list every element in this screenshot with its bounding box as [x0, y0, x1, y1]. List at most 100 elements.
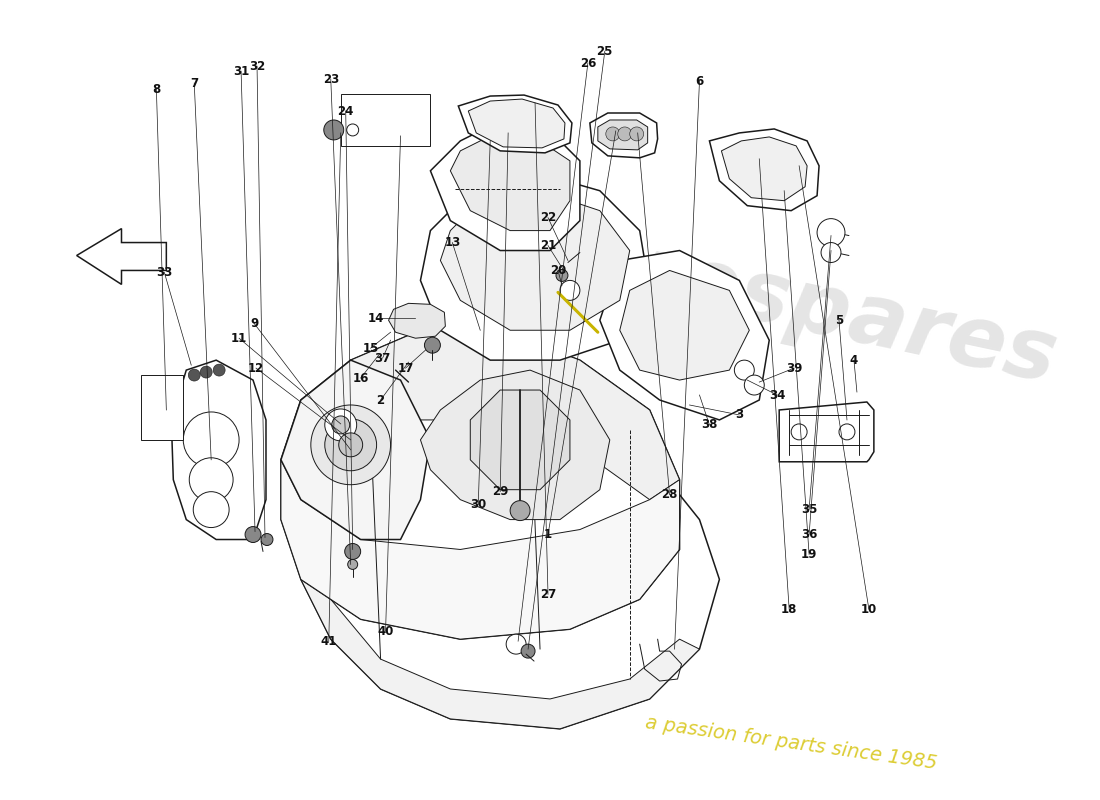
- Text: 29: 29: [492, 485, 508, 498]
- Circle shape: [521, 644, 535, 658]
- Text: 33: 33: [156, 266, 173, 279]
- Text: 12: 12: [248, 362, 264, 374]
- Text: 26: 26: [580, 57, 596, 70]
- Text: 35: 35: [801, 503, 817, 516]
- Circle shape: [323, 120, 343, 140]
- Circle shape: [188, 369, 200, 381]
- Text: 19: 19: [801, 548, 817, 561]
- Text: 34: 34: [769, 389, 785, 402]
- Text: 39: 39: [786, 362, 802, 374]
- Circle shape: [245, 526, 261, 542]
- Circle shape: [311, 405, 390, 485]
- Circle shape: [348, 559, 358, 570]
- Bar: [341, 94, 430, 146]
- Text: 1: 1: [543, 528, 552, 541]
- Text: 30: 30: [470, 498, 486, 511]
- Circle shape: [560, 281, 580, 300]
- Polygon shape: [172, 360, 266, 539]
- Text: 8: 8: [152, 82, 161, 95]
- Text: 37: 37: [374, 352, 390, 365]
- Text: 23: 23: [322, 73, 339, 86]
- Polygon shape: [597, 120, 648, 150]
- Circle shape: [629, 127, 644, 141]
- Circle shape: [194, 492, 229, 527]
- Text: 4: 4: [850, 354, 858, 366]
- Circle shape: [821, 242, 842, 262]
- Text: 6: 6: [695, 74, 704, 88]
- Text: 38: 38: [702, 418, 717, 431]
- Text: 5: 5: [835, 314, 843, 326]
- Text: 15: 15: [362, 342, 378, 354]
- Polygon shape: [722, 137, 807, 201]
- Text: 20: 20: [550, 264, 566, 277]
- Text: a passion for parts since 1985: a passion for parts since 1985: [644, 713, 938, 773]
- Text: 11: 11: [231, 332, 248, 345]
- Polygon shape: [459, 95, 572, 153]
- Circle shape: [344, 543, 361, 559]
- Circle shape: [324, 419, 376, 470]
- Text: 32: 32: [249, 60, 265, 73]
- Circle shape: [817, 218, 845, 246]
- Text: 21: 21: [540, 239, 557, 252]
- Circle shape: [324, 409, 356, 441]
- Circle shape: [425, 338, 440, 353]
- Text: 25: 25: [596, 45, 613, 58]
- Circle shape: [791, 424, 807, 440]
- Text: 22: 22: [540, 211, 557, 224]
- Polygon shape: [301, 330, 680, 500]
- Circle shape: [346, 124, 359, 136]
- Circle shape: [556, 270, 568, 282]
- Polygon shape: [388, 303, 446, 338]
- Circle shape: [332, 416, 350, 434]
- Polygon shape: [710, 129, 820, 210]
- Text: 7: 7: [190, 77, 198, 90]
- Text: 17: 17: [397, 362, 414, 374]
- Circle shape: [510, 501, 530, 521]
- Text: 9: 9: [250, 317, 258, 330]
- Text: eurospares: eurospares: [515, 207, 1065, 402]
- Polygon shape: [301, 400, 719, 729]
- Circle shape: [261, 534, 273, 546]
- Text: 24: 24: [338, 105, 354, 118]
- Polygon shape: [779, 402, 873, 462]
- Circle shape: [200, 366, 212, 378]
- Polygon shape: [600, 250, 769, 420]
- Text: 41: 41: [320, 634, 337, 648]
- Polygon shape: [420, 170, 650, 360]
- Text: 18: 18: [781, 602, 798, 616]
- Polygon shape: [301, 460, 700, 729]
- Circle shape: [839, 424, 855, 440]
- Text: 31: 31: [233, 65, 250, 78]
- Polygon shape: [450, 131, 570, 230]
- Polygon shape: [280, 360, 430, 539]
- Circle shape: [184, 412, 239, 468]
- Text: 27: 27: [540, 588, 557, 601]
- Circle shape: [506, 634, 526, 654]
- Circle shape: [606, 127, 619, 141]
- Polygon shape: [619, 270, 749, 380]
- Text: 2: 2: [376, 394, 385, 406]
- Bar: [142, 375, 184, 440]
- Text: 40: 40: [377, 625, 394, 638]
- Text: 13: 13: [444, 236, 461, 249]
- Circle shape: [745, 375, 764, 395]
- Text: 28: 28: [661, 488, 678, 501]
- Circle shape: [735, 360, 755, 380]
- Text: 36: 36: [801, 528, 817, 541]
- Circle shape: [213, 364, 226, 376]
- Polygon shape: [590, 113, 658, 158]
- Polygon shape: [280, 460, 680, 639]
- Text: 10: 10: [861, 602, 877, 616]
- Text: 14: 14: [367, 312, 384, 325]
- Polygon shape: [469, 99, 565, 148]
- Polygon shape: [420, 370, 609, 519]
- Circle shape: [618, 127, 631, 141]
- Polygon shape: [77, 229, 166, 285]
- Polygon shape: [440, 190, 629, 330]
- Text: 3: 3: [735, 409, 744, 422]
- Circle shape: [339, 433, 363, 457]
- Text: 16: 16: [352, 371, 368, 385]
- Polygon shape: [471, 390, 570, 490]
- Circle shape: [189, 458, 233, 502]
- Polygon shape: [280, 330, 680, 639]
